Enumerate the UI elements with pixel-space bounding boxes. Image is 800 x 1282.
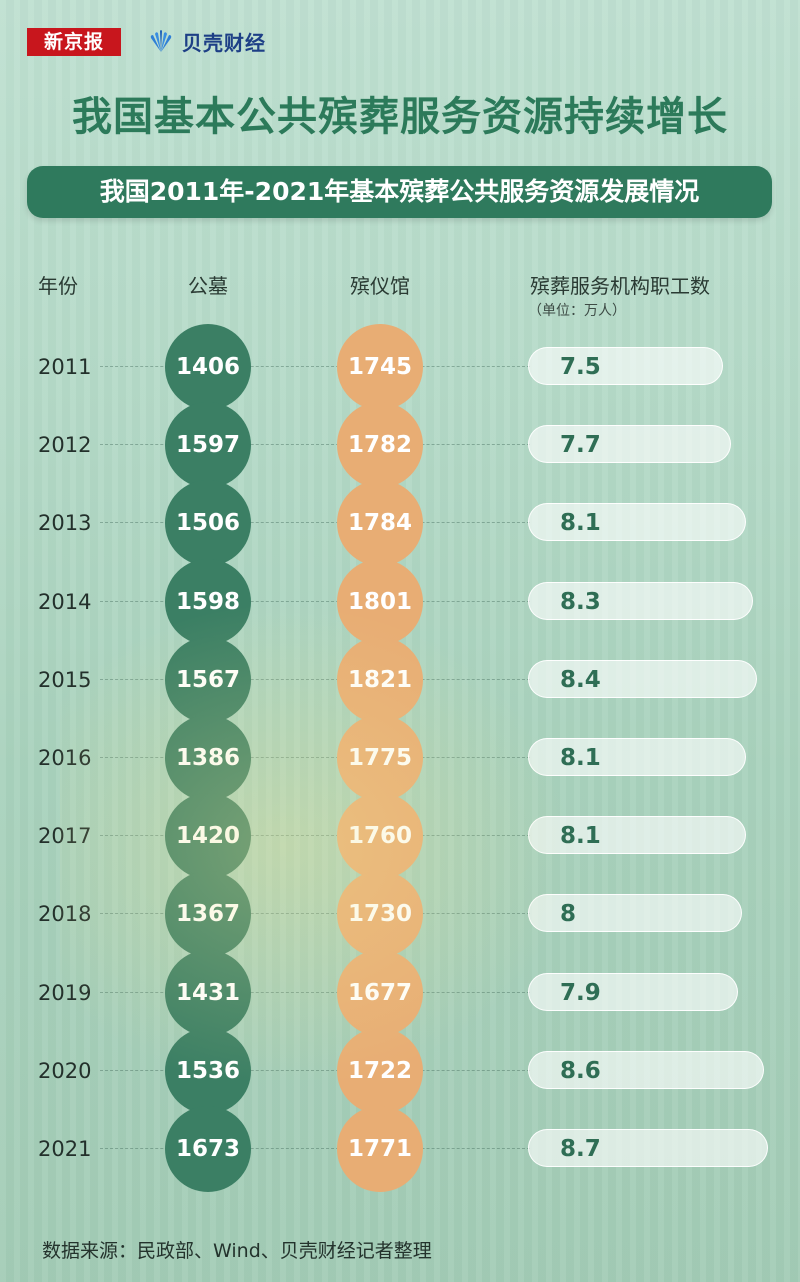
cemetery-value: 1536	[165, 1027, 251, 1114]
year-label: 2015	[38, 667, 92, 692]
row-guide-line	[100, 835, 530, 837]
beike-logo: 贝壳财经	[146, 24, 266, 58]
table-row: 2019 1431 1677 7.9	[0, 949, 800, 1036]
beike-logo-text: 贝壳财经	[182, 30, 266, 55]
table-row: 2018 1367 1730 8	[0, 871, 800, 958]
year-label: 2021	[38, 1137, 92, 1161]
cemetery-value: 1431	[165, 949, 251, 1036]
table-row: 2016 1386 1775 8.1	[0, 715, 800, 801]
cemetery-value: 1597	[165, 402, 251, 489]
header-staff: 殡葬服务机构职工数	[530, 274, 710, 298]
staff-bar	[528, 659, 757, 698]
header-staff-unit: （单位：万人）	[528, 303, 626, 319]
row-guide-line	[100, 913, 530, 915]
staff-bar	[528, 1129, 768, 1167]
staff-value: 7.5	[560, 354, 601, 380]
staff-value: 8.3	[560, 588, 601, 615]
staff-bar	[528, 425, 731, 464]
table-row: 2021 1673 1771 8.7	[0, 1106, 800, 1192]
staff-bar	[528, 1050, 765, 1089]
year-label: 2018	[38, 902, 92, 927]
staff-value: 7.9	[560, 979, 601, 1006]
funeral-home-value: 1775	[337, 715, 423, 801]
year-label: 2012	[38, 433, 92, 458]
row-guide-line	[100, 991, 530, 993]
row-guide-line	[100, 444, 530, 446]
funeral-home-value: 1801	[337, 558, 423, 645]
table-row: 2015 1567 1821 8.4	[0, 636, 800, 723]
row-guide-line	[100, 1148, 530, 1149]
main-title: 我国基本公共殡葬服务资源持续增长	[72, 94, 728, 140]
staff-value: 8	[560, 901, 577, 928]
staff-bar	[528, 738, 746, 776]
funeral-home-value: 1784	[337, 480, 423, 567]
staff-value: 8.1	[560, 745, 601, 771]
year-label: 2014	[38, 589, 92, 614]
year-label: 2013	[38, 511, 92, 536]
funeral-home-value: 1730	[337, 871, 423, 958]
cemetery-value: 1598	[165, 558, 251, 645]
staff-value: 8.4	[560, 666, 601, 693]
staff-value: 8.1	[560, 510, 601, 537]
row-guide-line	[100, 522, 530, 524]
row-guide-line	[100, 366, 530, 367]
staff-value: 8.1	[560, 823, 601, 850]
funeral-home-value: 1745	[337, 324, 423, 410]
row-guide-line	[100, 600, 530, 602]
staff-bar	[528, 894, 742, 933]
funeral-home-value: 1722	[337, 1027, 423, 1114]
staff-bar	[528, 581, 753, 620]
staff-bar	[528, 347, 723, 385]
table-row: 2020 1536 1722 8.6	[0, 1027, 800, 1114]
cemetery-value: 1367	[165, 871, 251, 958]
year-label: 2011	[38, 355, 92, 379]
staff-value: 7.7	[560, 432, 601, 459]
year-label: 2019	[38, 980, 92, 1005]
funeral-home-value: 1677	[337, 949, 423, 1036]
table-row: 2012 1597 1782 7.7	[0, 402, 800, 489]
table-row: 2014 1598 1801 8.3	[0, 558, 800, 645]
cemetery-value: 1420	[165, 793, 251, 880]
table-row: 2017 1420 1760 8.1	[0, 793, 800, 880]
xinjingbao-logo: 新京报	[27, 28, 121, 56]
source-note: 数据来源：民政部、Wind、贝壳财经记者整理	[42, 1240, 432, 1262]
row-guide-line	[100, 757, 530, 758]
funeral-home-value: 1760	[337, 793, 423, 880]
funeral-home-value: 1821	[337, 636, 423, 723]
table-row: 2011 1406 1745 7.5	[0, 324, 800, 410]
cemetery-value: 1386	[165, 715, 251, 801]
table-row: 2013 1506 1784 8.1	[0, 480, 800, 567]
subtitle-banner: 我国2011年-2021年基本殡葬公共服务资源发展情况	[27, 166, 772, 218]
header-funeral-home: 殡仪馆	[350, 274, 410, 298]
cemetery-value: 1406	[165, 324, 251, 410]
row-guide-line	[100, 678, 530, 680]
funeral-home-value: 1771	[337, 1106, 423, 1192]
row-guide-line	[100, 1069, 530, 1071]
cemetery-value: 1506	[165, 480, 251, 567]
year-label: 2020	[38, 1058, 92, 1083]
cemetery-value: 1567	[165, 636, 251, 723]
staff-bar	[528, 972, 738, 1011]
year-label: 2017	[38, 824, 92, 849]
funeral-home-value: 1782	[337, 402, 423, 489]
staff-value: 8.6	[560, 1057, 601, 1084]
header-cemetery: 公墓	[188, 274, 228, 298]
header-year: 年份	[38, 274, 78, 298]
cemetery-value: 1673	[165, 1106, 251, 1192]
staff-bar	[528, 503, 746, 542]
staff-bar	[528, 816, 746, 855]
year-label: 2016	[38, 746, 92, 770]
staff-value: 8.7	[560, 1136, 601, 1162]
beike-shell-icon	[150, 30, 172, 52]
